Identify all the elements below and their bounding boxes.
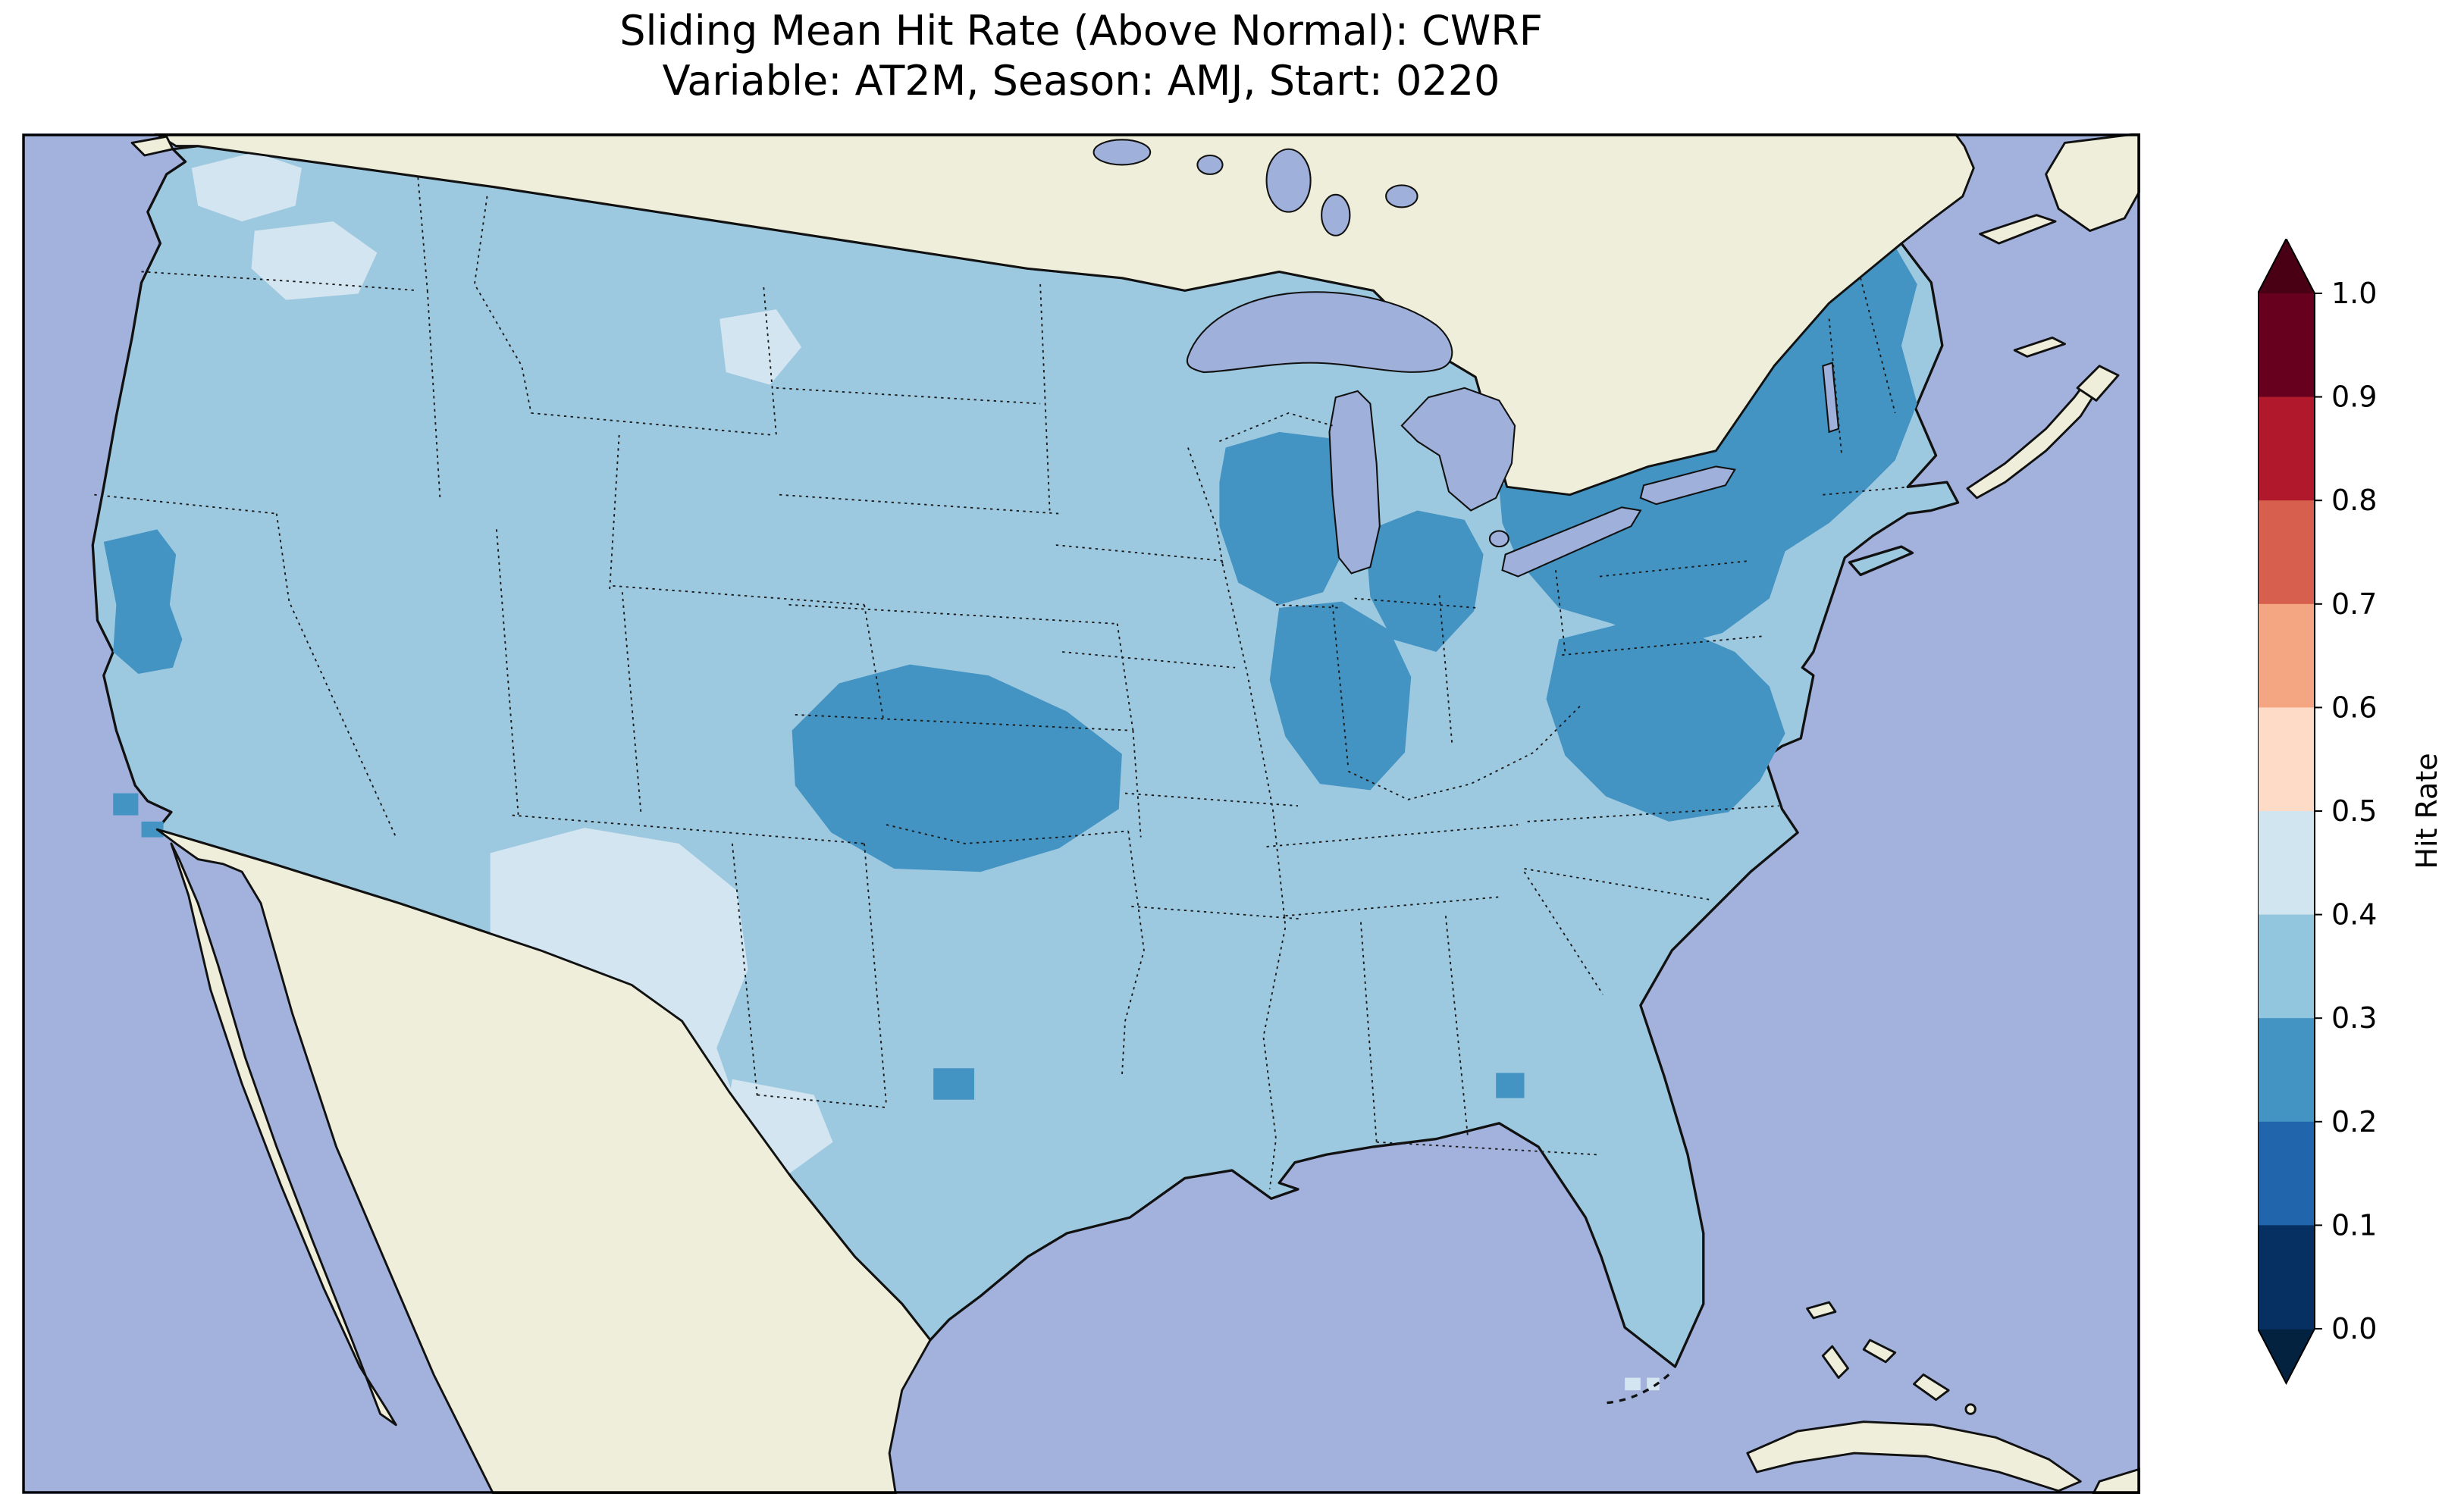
colorbar: 1.0 0.9 0.8 0.7 0.6 0.5 0.4 0.3 0.2 0.1 0.0 Hit Rat… xyxy=(2257,236,2464,1387)
colorbar-tick-label: 0.5 xyxy=(2331,794,2377,828)
vancouver-island xyxy=(130,135,174,157)
colorbar-under-arrow xyxy=(2258,1329,2315,1383)
colorbar-segment xyxy=(2258,1018,2315,1123)
lake-michigan xyxy=(1328,390,1381,575)
colorbar-tick-label: 0.8 xyxy=(2331,484,2377,517)
canadian-lake xyxy=(1265,148,1312,213)
canadian-lake xyxy=(1092,139,1152,166)
mexico-landmass xyxy=(155,828,932,1494)
baja-peninsula xyxy=(170,842,397,1427)
bahamas-island xyxy=(1862,1339,1897,1364)
lake-champlain xyxy=(1822,362,1840,434)
lake-superior xyxy=(1186,291,1453,374)
colorbar-segment xyxy=(2258,603,2315,709)
colorbar-segment xyxy=(2258,1121,2315,1226)
colorbar-axis-label: Hit Rate xyxy=(2410,753,2444,869)
canadian-lake xyxy=(1196,154,1224,175)
colorbar-tick-label: 0.3 xyxy=(2331,1001,2377,1035)
colorbar-segment xyxy=(2258,500,2315,605)
colorbar-tick-label: 1.0 xyxy=(2331,277,2377,310)
bahamas-island xyxy=(1821,1345,1849,1380)
colorbar-svg: 1.0 0.9 0.8 0.7 0.6 0.5 0.4 0.3 0.2 0.1 0.0 Hit Rat… xyxy=(2257,236,2444,1386)
state-boundaries xyxy=(94,177,1927,1190)
map-frame xyxy=(22,133,2140,1494)
colorbar-segment xyxy=(2258,811,2315,916)
anticosti-island xyxy=(1979,214,2057,245)
cuba xyxy=(1746,1420,2082,1492)
colorbar-tick-label: 0.2 xyxy=(2331,1105,2377,1139)
canadian-lake xyxy=(1321,193,1351,236)
colorbar-tick-label: 0.6 xyxy=(2331,691,2377,724)
prince-edward-island xyxy=(2013,337,2066,358)
hispaniola xyxy=(2092,1467,2140,1494)
cape-breton xyxy=(2076,365,2120,402)
map-svg xyxy=(22,133,2140,1494)
colorbar-segment xyxy=(2258,396,2315,501)
figure-title: Sliding Mean Hit Rate (Above Normal): CW… xyxy=(22,6,2140,106)
long-island xyxy=(1848,545,1914,577)
lake-huron xyxy=(1400,387,1516,512)
colorbar-segment xyxy=(2258,293,2315,398)
bahamas-island xyxy=(1964,1403,1977,1415)
florida-keys xyxy=(1606,1373,1670,1405)
lake-erie xyxy=(1501,506,1642,578)
map-panel xyxy=(22,133,2140,1494)
canadian-lake xyxy=(1385,184,1419,208)
colorbar-tick-label: 0.1 xyxy=(2331,1208,2377,1242)
colorbar-tick-label: 0.9 xyxy=(2331,381,2377,414)
islands xyxy=(1606,133,2140,1494)
lake-ontario xyxy=(1639,465,1736,506)
colorbar-tick-label: 0.7 xyxy=(2331,587,2377,621)
colorbar-over-arrow xyxy=(2258,239,2315,293)
colorbar-tick-label: 0.0 xyxy=(2331,1312,2377,1345)
bahamas-island xyxy=(1913,1373,1950,1402)
colorbar-segment xyxy=(2258,1225,2315,1330)
lake-st-clair xyxy=(1488,530,1509,548)
colorbar-tick-label: 0.4 xyxy=(2331,898,2377,932)
bahamas-island xyxy=(1806,1301,1837,1320)
colorbar-segment xyxy=(2258,914,2315,1019)
lakes xyxy=(1092,139,1840,578)
canada-landmass xyxy=(154,133,1975,496)
figure-title-line2: Variable: AT2M, Season: AMJ, Start: 0220 xyxy=(662,56,1500,105)
figure-title-line1: Sliding Mean Hit Rate (Above Normal): CW… xyxy=(619,7,1543,55)
colorbar-segment xyxy=(2258,707,2315,812)
